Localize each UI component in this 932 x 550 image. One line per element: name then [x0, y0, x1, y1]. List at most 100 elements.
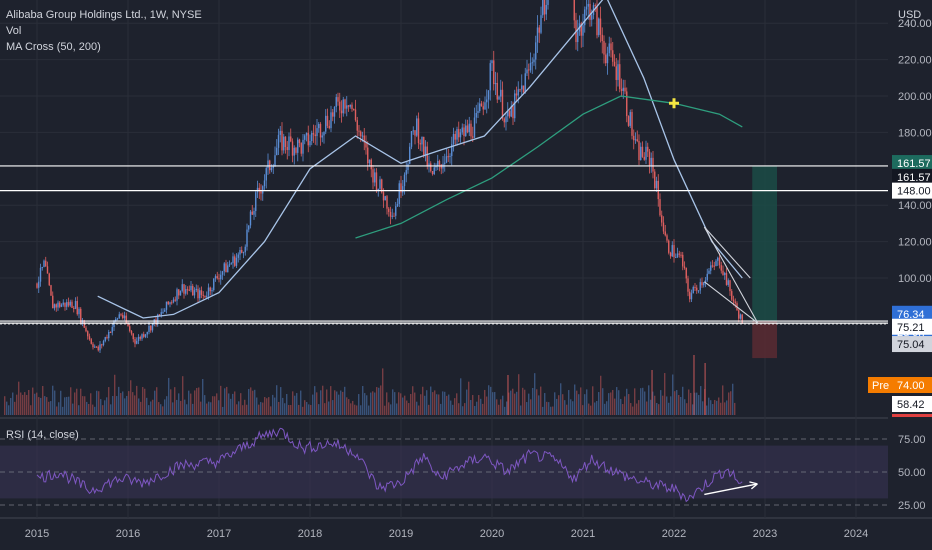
candle-body	[382, 192, 385, 201]
volume-bar	[344, 386, 346, 415]
volume-bar	[560, 383, 562, 415]
volume-bar	[620, 398, 622, 415]
candle-body	[179, 290, 182, 296]
volume-bar	[370, 392, 372, 415]
rsi-legend[interactable]: RSI (14, close)	[6, 429, 79, 441]
volume-bar	[656, 402, 658, 415]
volume-bar	[50, 401, 52, 415]
volume-bar	[662, 395, 664, 415]
volume-bar	[310, 404, 312, 415]
volume-bar	[456, 393, 458, 415]
volume-bar	[558, 395, 560, 415]
volume-bar	[402, 397, 404, 415]
candle-body	[713, 265, 715, 267]
candle-body	[435, 165, 437, 168]
vol-legend[interactable]: Vol	[6, 25, 22, 37]
volume-bar	[386, 392, 388, 415]
candle-body	[487, 90, 490, 100]
volume-bar	[282, 397, 284, 415]
volume-bar	[214, 396, 216, 415]
volume-bar	[284, 403, 286, 415]
volume-bar	[266, 398, 268, 415]
volume-bar	[432, 392, 434, 415]
volume-bar	[442, 391, 444, 415]
candle-body	[199, 290, 201, 299]
volume-bar	[718, 397, 720, 415]
volume-bar	[254, 389, 256, 415]
volume-bar	[572, 401, 574, 415]
volume-bar	[124, 398, 126, 415]
candle-body	[363, 135, 365, 143]
volume-bar	[300, 390, 302, 415]
volume-bar	[228, 393, 230, 415]
symbol-legend[interactable]: Alibaba Group Holdings Ltd., 1W, NYSE	[6, 9, 202, 21]
candle-body	[668, 240, 670, 253]
candle-body	[587, 3, 589, 7]
volume-bar	[244, 399, 246, 415]
candle-body	[652, 157, 654, 172]
candle-body	[265, 168, 267, 181]
volume-bar	[226, 386, 228, 415]
volume-bar	[354, 404, 356, 415]
candle-body	[577, 31, 579, 43]
volume-bar	[376, 387, 378, 415]
volume-bar	[702, 401, 704, 415]
candle-body	[374, 172, 376, 183]
candle-body	[263, 180, 266, 187]
volume-bar	[324, 403, 326, 415]
volume-bar	[132, 392, 134, 415]
volume-bar	[408, 403, 410, 415]
candle-body	[281, 130, 283, 151]
candle-body	[650, 157, 652, 166]
volume-bar	[518, 374, 520, 415]
volume-bar	[188, 390, 190, 415]
candle-body	[671, 245, 673, 257]
candle-body	[136, 340, 138, 344]
candle-body	[696, 287, 698, 291]
volume-bar	[504, 406, 506, 415]
candle-body	[248, 225, 250, 230]
candle-body	[246, 229, 248, 247]
candle-body	[475, 112, 477, 118]
volume-bar	[166, 396, 168, 415]
candle-body	[125, 315, 127, 323]
volume-bar	[104, 400, 106, 415]
volume-bar	[592, 386, 594, 415]
candle-body	[484, 102, 486, 110]
candle-body	[661, 215, 663, 223]
candle-body	[458, 129, 460, 138]
candle-body	[689, 291, 691, 300]
candle-body	[384, 196, 386, 201]
volume-bar	[342, 391, 344, 415]
candle-body	[452, 134, 455, 145]
volume-bar	[200, 401, 202, 415]
volume-bar	[630, 403, 632, 415]
candle-body	[622, 87, 624, 91]
badge-premarket: Pre 74.00	[868, 377, 932, 393]
volume-bar	[588, 403, 590, 415]
volume-bar	[570, 399, 572, 415]
candle-body	[109, 331, 112, 333]
volume-bar	[478, 395, 480, 415]
candle-body	[463, 127, 465, 136]
volume-bar	[502, 395, 504, 415]
volume-bar	[392, 389, 394, 415]
volume-bar	[714, 399, 716, 415]
volume-bar	[368, 405, 370, 415]
volume-bar	[384, 405, 386, 415]
ma-cross-legend[interactable]: MA Cross (50, 200)	[6, 41, 101, 53]
candle-body	[290, 136, 292, 142]
candle-body	[389, 211, 392, 217]
volume-bar	[586, 389, 588, 415]
volume-bar	[78, 405, 80, 415]
volume-bar	[530, 399, 532, 415]
candle-body	[396, 203, 399, 207]
volume-bar	[246, 404, 248, 415]
y-tick-label: 100.00	[898, 273, 932, 285]
candle-body	[167, 301, 169, 305]
candle-body	[445, 156, 448, 163]
badge-last-price-bg	[892, 305, 932, 322]
volume-bar	[544, 393, 546, 415]
